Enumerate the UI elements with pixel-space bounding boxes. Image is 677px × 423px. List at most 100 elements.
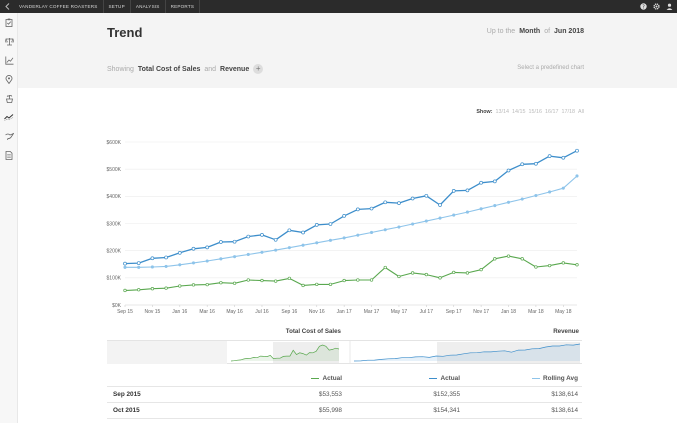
metric-revenue[interactable]: Revenue [220, 65, 250, 73]
point-cost-actual[interactable] [520, 257, 524, 261]
point-cost-actual[interactable] [219, 281, 223, 285]
table-row[interactable]: Sep 2015 $53,553 $152,355 $138,614 [107, 387, 582, 403]
point-rolling-avg[interactable] [164, 264, 168, 268]
point-cost-actual[interactable] [561, 261, 565, 265]
point-revenue-actual[interactable] [397, 201, 401, 205]
clipboard-icon[interactable] [4, 17, 14, 27]
range-option-13-14[interactable]: 13/14 [495, 109, 510, 115]
point-rolling-avg[interactable] [260, 250, 264, 254]
point-revenue-actual[interactable] [342, 214, 347, 218]
point-rolling-avg[interactable] [438, 216, 442, 220]
point-rolling-avg[interactable] [479, 207, 483, 211]
point-revenue-actual[interactable] [123, 261, 127, 266]
point-cost-actual[interactable] [547, 263, 552, 268]
point-cost-actual[interactable] [534, 265, 538, 269]
point-rolling-avg[interactable] [369, 230, 374, 235]
point-rolling-avg[interactable] [452, 213, 456, 217]
point-revenue-actual[interactable] [191, 246, 196, 251]
point-revenue-actual[interactable] [150, 256, 155, 261]
point-rolling-avg[interactable] [493, 204, 497, 208]
point-rolling-avg[interactable] [274, 248, 278, 252]
point-cost-actual[interactable] [342, 278, 346, 283]
point-revenue-actual[interactable] [492, 179, 497, 184]
point-cost-actual[interactable] [328, 282, 333, 287]
point-revenue-actual[interactable] [219, 240, 223, 244]
header-rolling-avg[interactable]: Rolling Avg [531, 375, 578, 382]
point-cost-actual[interactable] [205, 282, 209, 287]
point-revenue-actual[interactable] [246, 234, 251, 239]
trend-icon[interactable] [4, 112, 14, 122]
header-cost-actual[interactable]: Actual [311, 375, 342, 382]
point-revenue-actual[interactable] [355, 207, 360, 212]
point-rolling-avg[interactable] [123, 265, 127, 269]
help-icon[interactable]: ? [640, 3, 647, 10]
point-rolling-avg[interactable] [246, 252, 250, 257]
period-dropdown[interactable]: Month [519, 28, 541, 35]
point-cost-actual[interactable] [123, 288, 127, 293]
nav-company[interactable]: VANDERLAY COFFEE ROASTERS [14, 0, 104, 13]
document-icon[interactable] [4, 150, 14, 160]
point-cost-actual[interactable] [506, 254, 511, 258]
point-revenue-actual[interactable] [273, 237, 278, 242]
point-revenue-actual[interactable] [232, 239, 237, 244]
point-cost-actual[interactable] [493, 257, 497, 261]
point-rolling-avg[interactable] [575, 174, 579, 178]
point-rolling-avg[interactable] [548, 190, 552, 194]
point-revenue-actual[interactable] [205, 245, 210, 250]
point-cost-actual[interactable] [260, 278, 264, 283]
point-rolling-avg[interactable] [520, 197, 524, 201]
point-rolling-avg[interactable] [424, 219, 428, 223]
series-line-revenue-actual[interactable] [124, 150, 578, 265]
series-line-cost-actual[interactable] [124, 255, 578, 292]
metric-total-cost-of-sales[interactable]: Total Cost of Sales [137, 65, 201, 73]
point-rolling-avg[interactable] [534, 193, 538, 198]
point-revenue-actual[interactable] [260, 233, 264, 237]
point-cost-actual[interactable] [164, 286, 168, 290]
sparkline-window-cost[interactable] [273, 342, 339, 363]
point-cost-actual[interactable] [137, 288, 141, 292]
point-rolling-avg[interactable] [315, 241, 319, 245]
point-revenue-actual[interactable] [451, 189, 456, 193]
point-cost-actual[interactable] [315, 282, 319, 287]
point-rolling-avg[interactable] [561, 186, 565, 190]
chart-line-icon[interactable] [4, 55, 14, 65]
add-metric-button[interactable]: + [253, 64, 264, 74]
point-cost-actual[interactable] [479, 268, 483, 272]
nav-reports[interactable]: REPORTS [166, 0, 201, 13]
bird-icon[interactable] [4, 131, 14, 141]
series-line-rolling-avg[interactable] [125, 175, 578, 268]
range-option-all[interactable]: All [578, 109, 584, 115]
nav-setup[interactable]: SETUP [104, 0, 131, 13]
date-dropdown[interactable]: Jun 2018 [554, 28, 584, 35]
point-rolling-avg[interactable] [150, 265, 154, 269]
point-cost-actual[interactable] [424, 272, 428, 277]
point-revenue-actual[interactable] [561, 155, 566, 160]
point-rolling-avg[interactable] [287, 246, 291, 250]
location-icon[interactable] [4, 74, 14, 84]
point-rolling-avg[interactable] [411, 222, 415, 226]
point-revenue-actual[interactable] [328, 222, 333, 226]
point-revenue-actual[interactable] [177, 250, 182, 255]
point-revenue-actual[interactable] [410, 196, 415, 201]
point-revenue-actual[interactable] [314, 223, 319, 227]
point-cost-actual[interactable] [274, 279, 278, 283]
point-revenue-actual[interactable] [369, 206, 374, 211]
point-revenue-actual[interactable] [136, 261, 141, 265]
point-cost-actual[interactable] [232, 281, 237, 285]
point-rolling-avg[interactable] [301, 243, 305, 247]
range-option-14-15[interactable]: 14/15 [512, 109, 526, 115]
point-revenue-actual[interactable] [547, 154, 552, 158]
point-revenue-actual[interactable] [424, 193, 429, 198]
point-rolling-avg[interactable] [383, 228, 387, 232]
point-revenue-actual[interactable] [534, 161, 538, 166]
back-chevron-icon[interactable] [0, 0, 14, 13]
point-cost-actual[interactable] [575, 263, 579, 267]
point-rolling-avg[interactable] [356, 233, 360, 237]
point-revenue-actual[interactable] [479, 180, 483, 185]
point-revenue-actual[interactable] [301, 230, 305, 235]
point-cost-actual[interactable] [452, 270, 456, 275]
point-rolling-avg[interactable] [328, 238, 333, 242]
point-cost-actual[interactable] [438, 276, 442, 280]
point-rolling-avg[interactable] [397, 225, 401, 229]
point-revenue-actual[interactable] [287, 228, 292, 233]
